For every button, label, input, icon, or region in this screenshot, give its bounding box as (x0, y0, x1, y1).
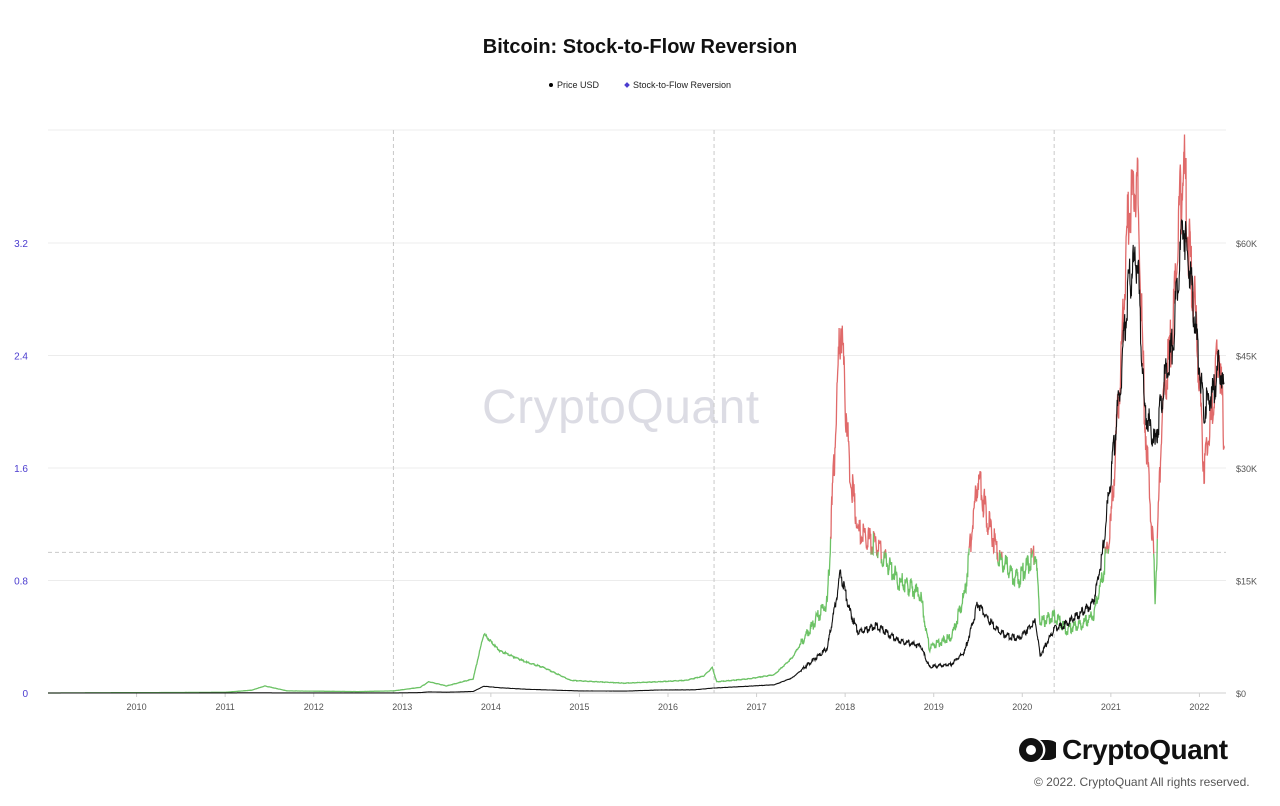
y-left-tick-label: 0.8 (14, 577, 28, 588)
y-left-tick-label: 2.4 (14, 352, 28, 363)
s2f-line-below-threshold (1107, 548, 1110, 554)
legend-item-price[interactable]: Price USD (548, 80, 599, 90)
x-tick-label: 2021 (1101, 702, 1121, 712)
brand-name: CryptoQuant (1062, 734, 1228, 765)
s2f-line-above-threshold (877, 539, 882, 564)
s2f-line-above-threshold (829, 325, 872, 555)
x-tick-label: 2020 (1012, 702, 1032, 712)
s2f-line-below-threshold (872, 531, 875, 557)
legend-label-s2f: Stock-to-Flow Reversion (632, 80, 732, 90)
x-tick-label: 2015 (569, 702, 589, 712)
cryptoquant-logo-icon (1019, 738, 1056, 762)
legend-item-s2f[interactable]: Stock-to-Flow Reversion (624, 80, 732, 90)
legend-label-price: Price USD (556, 80, 599, 90)
x-tick-label: 2018 (835, 702, 855, 712)
price-line (48, 218, 1225, 694)
s2f-line-below-threshold (1001, 548, 1032, 589)
s2f-line-below-threshold (48, 536, 832, 694)
watermark-text: CryptoQuant (482, 381, 760, 434)
s2f-line-below-threshold (1033, 548, 1106, 637)
s2f-line-below-threshold (877, 551, 879, 559)
x-tick-label: 2016 (658, 702, 678, 712)
chart-title: Bitcoin: Stock-to-Flow Reversion (482, 36, 798, 58)
s2f-line-above-threshold (1032, 545, 1035, 565)
s2f-line-below-threshold (999, 551, 1003, 561)
y-left-tick-label: 3.2 (14, 239, 28, 250)
x-tick-label: 2019 (924, 702, 944, 712)
y-left-tick-label: 1.6 (14, 464, 28, 475)
s2f-line-above-threshold (968, 471, 998, 560)
s2f-line-below-threshold (1030, 549, 1034, 558)
s2f-line-above-threshold (1156, 134, 1225, 539)
s2f-line-below-threshold (880, 551, 886, 568)
legend-dot-icon (548, 83, 553, 87)
x-tick-label: 2022 (1189, 702, 1209, 712)
x-tick-label: 2014 (481, 702, 501, 712)
brand-logo: CryptoQuant (1018, 734, 1228, 766)
y-right-tick-label: $60K (1236, 239, 1257, 249)
y-right-tick-label: $15K (1236, 577, 1257, 587)
s2f-line-above-threshold (1105, 541, 1109, 554)
y-left-tick-label: 0 (22, 689, 28, 700)
copyright-text: © 2022. CryptoQuant All rights reserved. (1034, 775, 1250, 789)
s2f-line-below-threshold (885, 548, 970, 654)
y-right-tick-label: $45K (1236, 352, 1257, 362)
s2f-line-below-threshold (997, 550, 1001, 567)
chart-legend: Price USD Stock-to-Flow Reversion (0, 80, 1280, 90)
x-tick-label: 2017 (747, 702, 767, 712)
s2f-line-above-threshold (872, 531, 878, 556)
s2f-line-below-threshold (1153, 538, 1158, 605)
y-right-tick-label: $0 (1236, 689, 1246, 699)
x-tick-label: 2012 (304, 702, 324, 712)
x-tick-label: 2010 (127, 702, 147, 712)
y-right-tick-label: $30K (1236, 464, 1257, 474)
x-tick-label: 2013 (392, 702, 412, 712)
x-tick-label: 2011 (215, 702, 234, 712)
s2f-line-above-threshold (884, 548, 887, 553)
